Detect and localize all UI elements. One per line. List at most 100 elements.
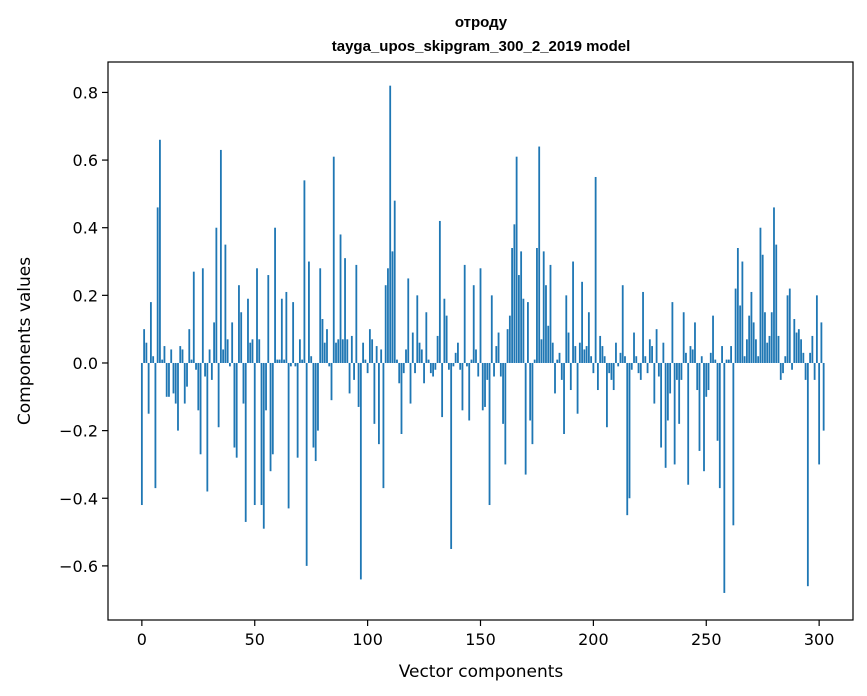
bar-11	[165, 362, 168, 397]
bar-90	[344, 258, 346, 363]
bar-81	[323, 342, 326, 363]
bar-302	[822, 362, 825, 431]
bar-233	[666, 362, 669, 421]
bar-208	[610, 362, 613, 380]
bar-46	[244, 362, 247, 522]
x-tick-label: 250	[691, 630, 722, 649]
x-axis-label: Vector components	[399, 662, 564, 682]
bar-211	[617, 362, 620, 367]
bar-79	[319, 268, 322, 363]
bar-168	[520, 251, 523, 363]
bar-180	[547, 325, 550, 363]
bar-42	[235, 362, 238, 458]
bar-8	[159, 139, 161, 363]
bar-103	[373, 362, 376, 424]
bar-204	[601, 346, 604, 363]
bar-53	[260, 362, 263, 506]
y-tick-label: 0.0	[73, 354, 98, 373]
bar-226	[651, 346, 653, 363]
bar-261	[730, 346, 732, 363]
bar-275	[761, 254, 764, 363]
bar-128	[429, 362, 432, 374]
bar-202	[596, 362, 599, 391]
bar-239	[680, 362, 683, 380]
bar-23	[192, 271, 195, 363]
bar-12	[168, 362, 170, 397]
bar-134	[443, 298, 446, 363]
bar-107	[382, 362, 385, 489]
bar-185	[558, 352, 561, 363]
bar-231	[662, 342, 665, 363]
bar-15	[174, 362, 177, 404]
x-tick-label: 100	[352, 630, 383, 649]
bar-116	[402, 362, 405, 374]
bar-78	[317, 362, 319, 431]
bar-76	[312, 362, 315, 448]
bar-222	[642, 291, 644, 363]
bar-24	[195, 362, 197, 370]
bar-145	[468, 362, 471, 421]
bar-188	[565, 295, 568, 363]
bar-215	[626, 362, 629, 516]
bar-73	[305, 362, 308, 566]
bar-247	[698, 362, 701, 451]
bar-135	[445, 315, 448, 363]
bar-71	[301, 359, 304, 363]
bar-9	[161, 359, 164, 363]
bar-21	[188, 329, 191, 363]
bar-210	[615, 342, 617, 363]
bar-191	[572, 261, 574, 363]
bar-253	[712, 315, 714, 363]
bar-203	[599, 335, 602, 363]
bar-34	[217, 362, 220, 428]
bar-159	[499, 362, 502, 377]
bar-61	[278, 359, 281, 363]
bar-225	[648, 339, 651, 363]
chart-title-line-1: отроду	[455, 14, 508, 31]
bar-165	[513, 224, 516, 363]
bar-70	[298, 339, 301, 363]
bar-245	[694, 322, 696, 363]
bar-85	[332, 156, 335, 363]
bar-297	[811, 335, 814, 363]
bar-91	[346, 339, 349, 363]
bar-151	[481, 362, 484, 411]
bar-143	[463, 264, 466, 363]
bar-284	[782, 362, 784, 374]
y-tick-label: −0.4	[59, 489, 98, 508]
bar-300	[818, 362, 821, 465]
bar-138	[452, 362, 455, 367]
bar-201	[594, 176, 597, 363]
bar-184	[556, 359, 559, 363]
bar-147	[472, 285, 475, 363]
bar-192	[574, 346, 577, 363]
bar-94	[353, 362, 355, 380]
bar-74	[308, 261, 310, 363]
bar-163	[508, 315, 511, 363]
bar-292	[800, 339, 802, 363]
bar-20	[186, 362, 188, 387]
bar-72	[303, 180, 306, 363]
bar-206	[606, 362, 608, 428]
bar-238	[678, 362, 681, 424]
bar-248	[700, 356, 703, 363]
bar-295	[806, 362, 809, 587]
bar-142	[461, 362, 464, 411]
bar-123	[418, 342, 421, 363]
bar-256	[718, 362, 721, 489]
x-tick-label: 0	[137, 630, 147, 649]
bar-230	[660, 362, 663, 448]
bar-178	[542, 251, 545, 363]
bar-67	[292, 302, 295, 363]
bar-298	[813, 362, 816, 380]
bar-155	[490, 295, 493, 363]
bar-131	[436, 335, 439, 363]
bar-32	[213, 322, 216, 363]
bar-153	[486, 362, 489, 380]
bar-80	[321, 319, 324, 363]
bar-269	[748, 315, 751, 363]
bar-126	[425, 312, 428, 363]
bar-267	[743, 356, 746, 363]
bar-36	[222, 349, 225, 363]
